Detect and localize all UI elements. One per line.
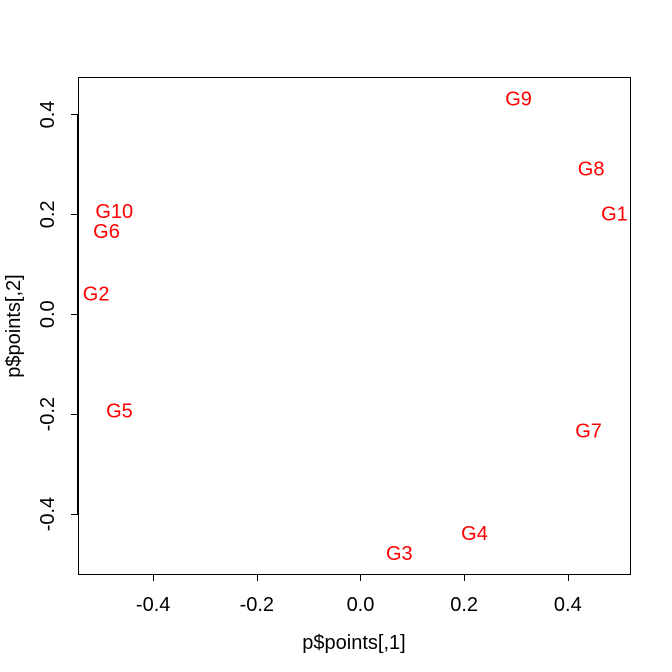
x-axis: -0.4 -0.2 0.0 0.2 0.4 <box>136 574 582 616</box>
point-label-g6: G6 <box>93 221 120 243</box>
x-tick-label: 0.2 <box>450 594 478 616</box>
y-axis-label: p$points[,2] <box>3 274 25 377</box>
y-tick-label: -0.2 <box>37 397 59 431</box>
point-label-g1: G1 <box>601 203 628 225</box>
plot-area-box <box>78 77 631 575</box>
point-label-g3: G3 <box>386 543 413 565</box>
y-tick-label: 0.0 <box>37 300 59 328</box>
point-label-g8: G8 <box>578 158 605 180</box>
x-tick-label: -0.4 <box>136 594 170 616</box>
point-label-g9: G9 <box>505 88 532 110</box>
y-tick-label: 0.2 <box>37 200 59 228</box>
y-tick-label: 0.4 <box>37 101 59 129</box>
x-tick-label: -0.2 <box>240 594 274 616</box>
x-tick-label: 0.4 <box>554 594 582 616</box>
x-axis-label: p$points[,1] <box>302 632 405 654</box>
point-label-g7: G7 <box>575 421 602 443</box>
x-tick-label: 0.0 <box>347 594 375 616</box>
y-tick-label: -0.4 <box>37 497 59 531</box>
point-label-g4: G4 <box>461 523 488 545</box>
point-label-g5: G5 <box>106 401 133 423</box>
point-labels: G1 G2 G3 G4 G5 G6 G7 G8 G9 G10 <box>83 88 628 565</box>
y-axis: -0.4 -0.2 0.0 0.2 0.4 <box>37 101 78 531</box>
point-label-g10: G10 <box>95 201 133 223</box>
point-label-g2: G2 <box>83 283 110 305</box>
